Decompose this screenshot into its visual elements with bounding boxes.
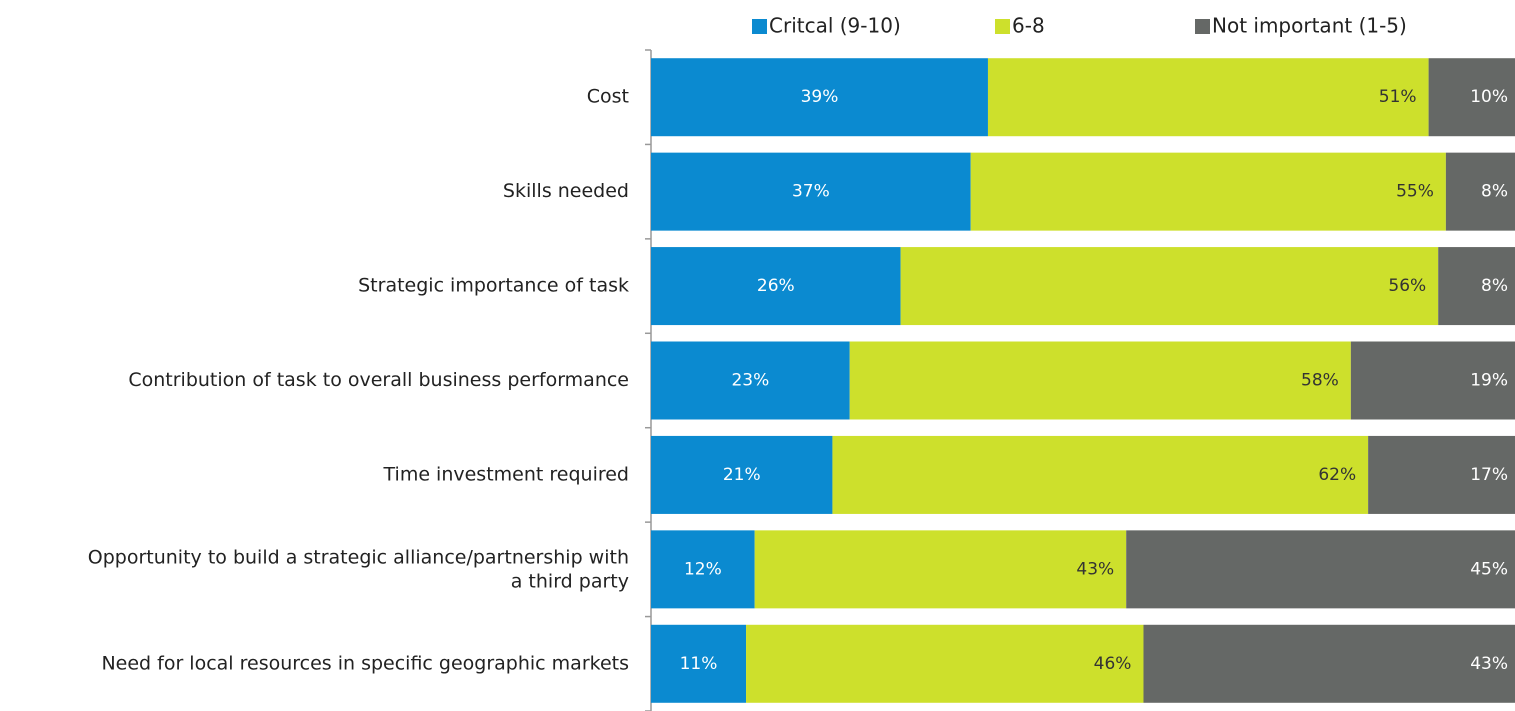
- bar-segment: [1126, 530, 1515, 609]
- bar-segment: [746, 624, 1144, 703]
- bar-segment: [651, 247, 901, 326]
- data-label: 23%: [731, 371, 769, 391]
- bar-segment: [970, 152, 1446, 231]
- category-label: Skills needed: [503, 180, 629, 202]
- data-label: 45%: [1470, 559, 1508, 579]
- data-label: 37%: [792, 182, 830, 202]
- category-label: Strategic importance of task: [358, 275, 629, 297]
- data-label: 10%: [1470, 87, 1508, 107]
- bar-segment: [832, 435, 1369, 514]
- legend-swatch: [752, 19, 767, 34]
- bar-segment: [1350, 341, 1515, 420]
- category-label: Cost: [587, 86, 629, 108]
- data-label: 43%: [1470, 654, 1508, 674]
- data-label: 55%: [1396, 182, 1434, 202]
- bar-segment: [651, 152, 971, 231]
- legend-label: Not important (1-5): [1212, 14, 1407, 38]
- bar-segment: [1428, 58, 1515, 137]
- data-label: 26%: [757, 276, 795, 296]
- legend-swatch: [1195, 19, 1210, 34]
- legend-label: 6-8: [1012, 14, 1045, 38]
- bar-segment: [651, 435, 833, 514]
- bar-segment: [900, 247, 1439, 326]
- data-label: 56%: [1388, 276, 1426, 296]
- data-label: 39%: [801, 87, 839, 107]
- bar-segment: [1438, 247, 1515, 326]
- bar-segment: [651, 624, 747, 703]
- bar-segment: [754, 530, 1127, 609]
- category-label: Opportunity to build a strategic allianc…: [88, 546, 629, 592]
- legend-label: Critcal (9-10): [769, 14, 901, 38]
- data-label: 21%: [723, 465, 761, 485]
- bar-segment: [651, 58, 988, 137]
- data-label: 46%: [1094, 654, 1132, 674]
- bar-segment: [849, 341, 1351, 420]
- data-label: 17%: [1470, 465, 1508, 485]
- bar-segment: [987, 58, 1429, 137]
- data-label: 8%: [1481, 182, 1508, 202]
- data-label: 62%: [1318, 465, 1356, 485]
- category-label: Time investment required: [383, 463, 629, 485]
- bar-segment: [1143, 624, 1515, 703]
- bar-segment: [651, 530, 755, 609]
- data-label: 43%: [1076, 559, 1114, 579]
- data-label: 19%: [1470, 371, 1508, 391]
- category-label: Need for local resources in specific geo…: [101, 652, 629, 674]
- bar-segment: [1445, 152, 1515, 231]
- legend-swatch: [995, 19, 1010, 34]
- data-label: 51%: [1379, 87, 1417, 107]
- data-label: 8%: [1481, 276, 1508, 296]
- bar-segment: [1368, 435, 1515, 514]
- data-label: 12%: [684, 559, 722, 579]
- data-label: 58%: [1301, 371, 1339, 391]
- data-label: 11%: [680, 654, 718, 674]
- category-label: Contribution of task to overall business…: [128, 369, 629, 391]
- bar-segment: [651, 341, 850, 420]
